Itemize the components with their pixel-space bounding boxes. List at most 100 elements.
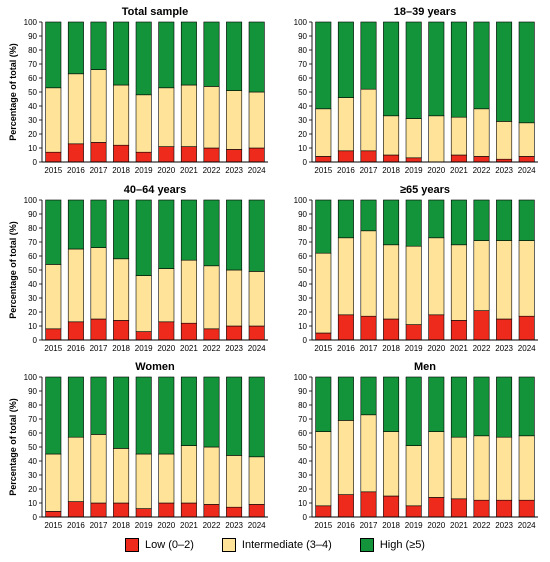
bar-segment-low <box>496 318 513 341</box>
y-tick-label: 20 <box>298 485 307 494</box>
x-tick-label: 2016 <box>67 344 85 353</box>
chart-title: 18–39 years <box>394 6 456 18</box>
y-tick-label: 90 <box>298 387 307 396</box>
y-tick-label: 80 <box>28 401 37 410</box>
y-tick-label: 80 <box>298 401 307 410</box>
bar-segment-high <box>226 199 243 271</box>
bar-segment-intermediate <box>180 84 197 147</box>
legend-swatch-high <box>359 538 374 552</box>
y-tick-label: 100 <box>24 373 38 382</box>
x-tick-label: 2023 <box>495 166 513 175</box>
bar-segment-high <box>496 21 513 122</box>
bar-segment-low <box>337 494 354 518</box>
bar-segment-intermediate <box>248 456 265 505</box>
y-tick-label: 50 <box>298 266 307 275</box>
y-tick-label: 50 <box>28 88 37 97</box>
bar-segment-intermediate <box>158 268 175 323</box>
bar-segment-high <box>337 199 354 239</box>
bar-segment-low <box>45 511 62 518</box>
chart-panel: Women 0 10 20 30 40 50 60 70 80 90 100 Percentage of… <box>8 361 268 530</box>
bar-segment-intermediate <box>135 453 152 509</box>
y-tick-label: 100 <box>294 18 308 27</box>
x-tick-label: 2022 <box>203 166 221 175</box>
bar-segment-intermediate <box>45 87 62 153</box>
y-tick-label: 70 <box>298 60 307 69</box>
bar-segment-intermediate <box>496 436 513 501</box>
y-tick-label: 70 <box>28 415 37 424</box>
bar-segment-intermediate <box>315 431 332 507</box>
y-tick-label: 40 <box>298 280 307 289</box>
bar-segment-high <box>180 199 197 261</box>
bar-segment-high <box>180 376 197 446</box>
y-tick-label: 50 <box>28 443 37 452</box>
bar-segment-intermediate <box>496 121 513 160</box>
x-tick-label: 2015 <box>44 166 62 175</box>
bar-segment-low <box>315 156 332 163</box>
bar-segment-high <box>113 21 130 86</box>
bar-segment-low <box>518 499 535 518</box>
bar-segment-low <box>113 502 130 518</box>
bar-segment-low <box>518 156 535 163</box>
bar-segment-high <box>518 199 535 241</box>
bar-segment-intermediate <box>405 245 422 325</box>
y-tick-label: 60 <box>298 429 307 438</box>
bar-segment-high <box>473 376 490 437</box>
x-tick-label: 2018 <box>382 521 400 530</box>
bar-segment-intermediate <box>383 244 400 320</box>
chart-panel: ≥65 years 0 10 20 30 40 50 60 70 80 90 100 2015 2016 2… <box>294 184 538 353</box>
bar-segment-intermediate <box>248 91 265 149</box>
chart-title: 40–64 years <box>124 184 186 196</box>
bar-segment-intermediate <box>226 90 243 150</box>
bar-segment-high <box>518 376 535 437</box>
x-tick-label: 2020 <box>157 521 175 530</box>
y-tick-label: 20 <box>28 308 37 317</box>
bar-segment-intermediate <box>226 269 243 327</box>
bar-segment-high <box>113 199 130 260</box>
bar-segment-intermediate <box>383 115 400 156</box>
y-tick-label: 0 <box>303 336 308 345</box>
bar-segment-high <box>67 21 84 75</box>
bar-segment-intermediate <box>428 431 445 498</box>
bar-segment-high <box>473 21 490 110</box>
bar-segment-high <box>180 21 197 86</box>
y-tick-label: 80 <box>298 46 307 55</box>
x-tick-label: 2018 <box>112 166 130 175</box>
bar-segment-low <box>45 151 62 163</box>
y-tick-label: 20 <box>28 130 37 139</box>
x-tick-label: 2023 <box>225 344 243 353</box>
bar-segment-intermediate <box>450 244 467 321</box>
bar-segment-low <box>90 502 107 518</box>
bar-segment-low <box>67 143 84 163</box>
x-tick-label: 2022 <box>473 166 491 175</box>
x-tick-label: 2021 <box>180 344 198 353</box>
y-tick-label: 70 <box>298 238 307 247</box>
bar-segment-low <box>450 154 467 163</box>
bar-segment-intermediate <box>180 259 197 324</box>
bar-segment-intermediate <box>315 252 332 334</box>
x-tick-label: 2020 <box>157 166 175 175</box>
bar-segment-low <box>248 325 265 341</box>
x-tick-label: 2015 <box>44 344 62 353</box>
x-tick-label: 2022 <box>203 344 221 353</box>
x-tick-label: 2024 <box>518 166 536 175</box>
bar-segment-low <box>315 332 332 341</box>
x-tick-label: 2023 <box>225 166 243 175</box>
x-tick-label: 2021 <box>450 166 468 175</box>
bar-segment-high <box>90 199 107 248</box>
y-tick-label: 10 <box>28 144 37 153</box>
y-tick-label: 80 <box>28 46 37 55</box>
bar-segment-low <box>67 321 84 341</box>
y-tick-label: 60 <box>28 74 37 83</box>
bar-segment-low <box>473 310 490 341</box>
bar-segment-intermediate <box>203 86 220 149</box>
y-tick-label: 30 <box>28 471 37 480</box>
bar-segment-intermediate <box>383 431 400 497</box>
bar-segment-low <box>90 318 107 341</box>
bar-segment-low <box>450 498 467 518</box>
bar-segment-high <box>360 199 377 232</box>
bar-segment-intermediate <box>67 248 84 323</box>
bar-segment-low <box>405 157 422 163</box>
bar-segment-intermediate <box>90 434 107 504</box>
x-tick-label: 2015 <box>314 521 332 530</box>
bar-segment-high <box>360 21 377 90</box>
